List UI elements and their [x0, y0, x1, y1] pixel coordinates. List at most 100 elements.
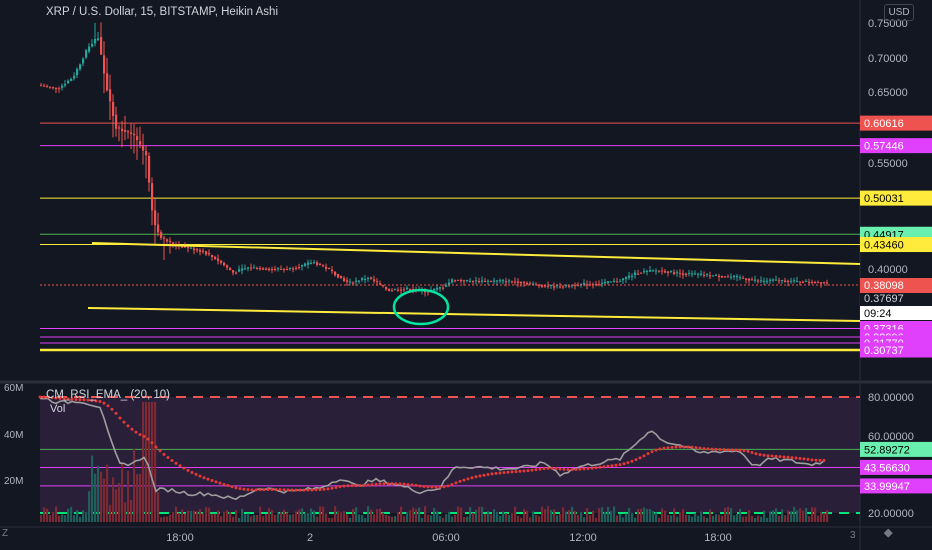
candle-body — [784, 280, 787, 283]
volume-bar — [106, 464, 109, 522]
volume-bar — [811, 507, 814, 522]
ema-dot — [142, 434, 146, 438]
candle-body — [190, 247, 193, 249]
ema-dot — [370, 483, 374, 487]
volume-bar — [658, 517, 661, 522]
volume-bar — [589, 515, 592, 522]
volume-bar — [208, 507, 211, 522]
price-axis-tick: 0.70000 — [868, 53, 908, 65]
ema-dot — [198, 474, 202, 478]
candle-body — [223, 262, 226, 266]
candle-body — [349, 281, 352, 283]
ema-dot — [766, 454, 770, 458]
candle-body — [259, 268, 262, 270]
candle-body — [184, 246, 187, 248]
time-axis-tick: 18:00 — [166, 532, 194, 544]
candle-body — [661, 270, 664, 272]
volume-bar — [748, 510, 751, 522]
ema-dot — [734, 448, 738, 452]
countdown-label: 09:24 — [864, 308, 892, 320]
candle-body — [697, 273, 700, 275]
resistance-trendline[interactable] — [91, 242, 861, 265]
volume-bar — [781, 509, 784, 522]
candle-body — [463, 280, 466, 282]
candle-body — [490, 281, 493, 283]
volume-bar — [661, 508, 664, 522]
ema-dot — [498, 471, 502, 475]
volume-bar — [286, 512, 289, 522]
volume-bar — [763, 510, 766, 522]
candle-body — [727, 276, 730, 278]
ema-dot — [694, 446, 698, 450]
candle-body — [613, 280, 616, 283]
candle-body — [580, 283, 583, 285]
candle-body — [493, 280, 496, 282]
candle-body — [796, 280, 799, 282]
candle-body — [271, 269, 274, 270]
ema-dot — [434, 485, 438, 489]
candle-body — [268, 268, 271, 271]
symbol-title[interactable]: XRP / U.S. Dollar, 15, BITSTAMP, Heikin … — [46, 6, 279, 18]
ema-dot — [642, 454, 646, 458]
ema-dot — [762, 453, 766, 457]
ema-dot — [478, 474, 482, 478]
candle-body — [286, 269, 289, 270]
ema-dot — [438, 485, 442, 489]
candle-body — [646, 270, 649, 272]
candle-body — [562, 286, 565, 288]
candle-body — [166, 239, 169, 242]
ema-dot — [138, 433, 142, 437]
volume-bar — [328, 517, 331, 522]
ema-dot — [382, 482, 386, 486]
ema-dot — [366, 483, 370, 487]
volume-bar — [394, 516, 397, 522]
candle-body — [637, 273, 640, 275]
indicator-title[interactable]: CM_RSI_EMA_ (20, 10) — [46, 389, 170, 401]
volume-bar — [319, 506, 322, 522]
volume-bar — [118, 482, 121, 522]
volume-label: Vol — [50, 403, 66, 415]
ema-dot — [258, 488, 262, 492]
candle-body — [163, 237, 166, 239]
volume-bar — [379, 508, 382, 522]
volume-bar — [196, 511, 199, 522]
volume-bar — [775, 508, 778, 522]
currency-button[interactable]: USD — [884, 4, 914, 21]
candle-body — [676, 272, 679, 274]
volume-bar — [178, 513, 181, 522]
support-trendline[interactable] — [87, 307, 861, 322]
candle-body — [79, 64, 82, 70]
volume-bar — [82, 510, 85, 522]
ema-dot — [182, 466, 186, 470]
ema-dot — [242, 487, 246, 491]
price-axis-tick: 0.55000 — [868, 158, 908, 170]
volume-bar — [154, 402, 157, 522]
candle-body — [97, 38, 100, 41]
volume-axis-tick: 60M — [4, 383, 23, 394]
indicator-axis-tick: 60.00000 — [868, 431, 914, 443]
volume-bar — [244, 514, 247, 522]
ema-dot — [510, 470, 514, 474]
volume-bar — [127, 470, 130, 522]
volume-bar — [607, 506, 610, 522]
volume-bar — [496, 511, 499, 522]
volume-bar — [382, 512, 385, 522]
ema-dot — [90, 398, 94, 402]
ema-dot — [174, 461, 178, 465]
candle-body — [76, 68, 79, 76]
timezone-z-button[interactable]: Z — [2, 528, 9, 539]
volume-bar — [436, 511, 439, 522]
candle-body — [724, 276, 727, 278]
ema-dot — [714, 447, 718, 451]
volume-bar — [316, 516, 319, 522]
candle-body — [58, 88, 61, 90]
volume-bar — [337, 511, 340, 522]
highlight-circle[interactable] — [392, 288, 450, 326]
volume-bar — [406, 512, 409, 522]
candle-body — [91, 44, 94, 47]
volume-bar — [109, 504, 112, 522]
candle-body — [157, 224, 160, 233]
volume-bar — [478, 506, 481, 522]
ema-dot — [126, 424, 130, 428]
